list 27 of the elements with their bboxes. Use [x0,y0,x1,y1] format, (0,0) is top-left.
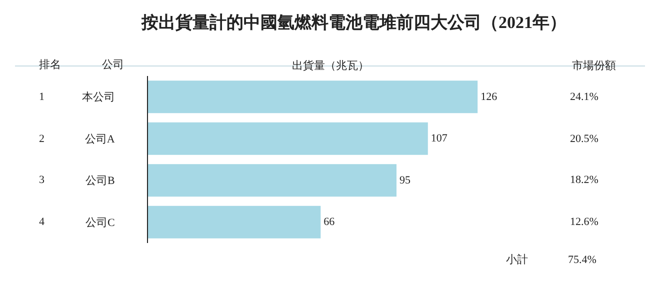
bar [148,164,397,197]
data-label: 107 [430,132,448,145]
text: 75.4% [568,254,596,266]
bar [148,80,478,114]
text: 市場份額 [572,59,616,72]
text: 24.1% [570,91,598,103]
bar [148,122,428,155]
x-axis-title: 出貨量（兆瓦） [292,59,369,72]
text: 18.2% [570,174,598,186]
data-label: 95 [400,174,412,186]
text: 2 [39,133,44,145]
y-tick-label: 公司C [85,216,115,229]
data-label: 126 [480,90,498,103]
data-label: 66 [324,216,336,228]
text: 20.5% [570,133,598,145]
text: 排名 [39,59,61,71]
text: 小計 [506,253,528,266]
y-tick-label: 公司A [84,133,115,146]
text: 3 [39,174,45,186]
text: 4 [39,216,45,228]
text: 公司 [102,59,124,71]
y-tick-label: 公司B [85,175,115,188]
y-tick-label: 本公司 [82,90,115,104]
chart-title: 按出貨量計的中國氫燃料電池電堆前四大公司（2021年） [140,12,566,32]
text: 12.6% [570,216,598,228]
text: 1 [39,91,44,103]
bar [148,206,321,238]
